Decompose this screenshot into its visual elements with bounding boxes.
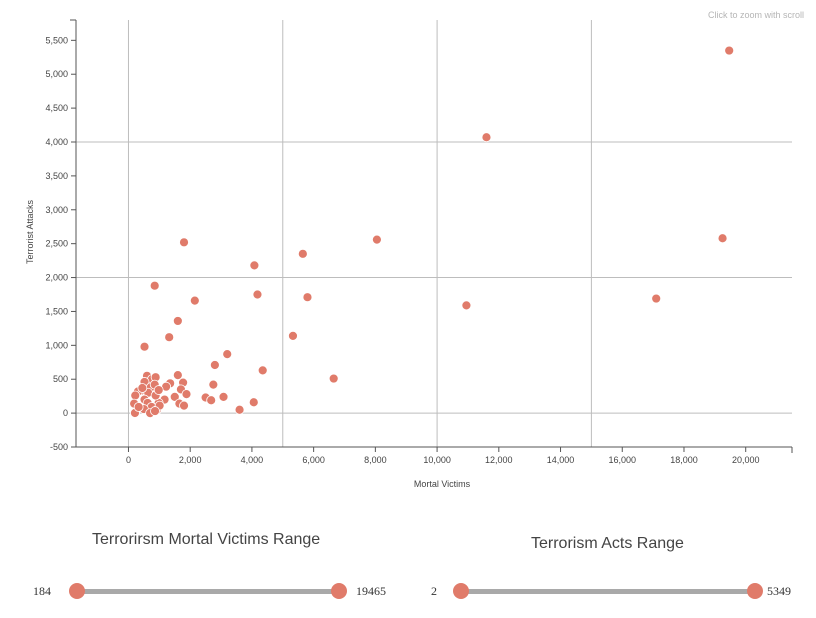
gridlines bbox=[76, 20, 792, 447]
x-axis-ticks: 0 2,000 4,000 6,000 8,000 10,000 12,000 14,000 1… bbox=[126, 447, 760, 465]
data-point[interactable] bbox=[717, 233, 728, 244]
data-points[interactable] bbox=[129, 45, 735, 419]
x-tick-label: 4,000 bbox=[241, 455, 264, 465]
x-tick-label: 16,000 bbox=[608, 455, 636, 465]
x-tick-label: 18,000 bbox=[670, 455, 698, 465]
data-point[interactable] bbox=[130, 390, 141, 401]
data-point[interactable] bbox=[181, 389, 192, 400]
y-tick-label: 4,500 bbox=[45, 103, 68, 113]
y-tick-label: 4,000 bbox=[45, 137, 68, 147]
data-point[interactable] bbox=[164, 332, 175, 343]
zoom-hint: Click to zoom with scroll bbox=[707, 10, 804, 20]
x-tick-label: 20,000 bbox=[732, 455, 760, 465]
data-point[interactable] bbox=[150, 406, 160, 416]
data-point[interactable] bbox=[172, 370, 183, 381]
victims-range-min-value: 184 bbox=[33, 584, 51, 598]
data-point[interactable] bbox=[234, 404, 245, 415]
y-tick-label: 2,000 bbox=[45, 273, 68, 283]
acts-range-title: Terrorism Acts Range bbox=[531, 535, 684, 552]
x-tick-label: 10,000 bbox=[423, 455, 451, 465]
data-point[interactable] bbox=[189, 295, 200, 306]
acts-range-track[interactable] bbox=[461, 589, 755, 594]
data-point[interactable] bbox=[302, 292, 313, 303]
x-tick-label: 6,000 bbox=[302, 455, 325, 465]
acts-range-max-handle[interactable] bbox=[747, 583, 763, 599]
data-point[interactable] bbox=[137, 383, 148, 393]
data-point[interactable] bbox=[372, 234, 382, 245]
victims-range-min-handle[interactable] bbox=[69, 583, 85, 599]
y-tick-label: 3,000 bbox=[45, 205, 68, 215]
data-point[interactable] bbox=[297, 248, 308, 259]
victims-range-max-value: 19465 bbox=[356, 584, 386, 598]
y-tick-label: 0 bbox=[63, 408, 68, 418]
data-point[interactable] bbox=[206, 395, 217, 406]
data-point[interactable] bbox=[651, 293, 662, 304]
y-tick-label: -500 bbox=[50, 442, 68, 452]
data-point[interactable] bbox=[179, 400, 189, 411]
axes bbox=[70, 19, 793, 453]
data-point[interactable] bbox=[149, 280, 160, 291]
data-point[interactable] bbox=[209, 360, 220, 370]
data-point[interactable] bbox=[461, 300, 472, 311]
x-tick-label: 12,000 bbox=[485, 455, 513, 465]
acts-range-min-handle[interactable] bbox=[453, 583, 469, 599]
data-point[interactable] bbox=[139, 341, 150, 352]
x-tick-label: 0 bbox=[126, 455, 131, 465]
victims-range-max-handle[interactable] bbox=[331, 583, 347, 599]
data-point[interactable] bbox=[133, 402, 144, 412]
y-axis-ticks: -500 0 500 1,000 1,500 2,000 2,500 3,000 3,500 4,… bbox=[45, 35, 76, 452]
data-point[interactable] bbox=[218, 391, 229, 402]
data-point[interactable] bbox=[328, 373, 339, 384]
scatter-chart[interactable]: 0 2,000 4,000 6,000 8,000 10,000 12,000 14,000 1… bbox=[0, 0, 816, 500]
acts-range-min-value: 2 bbox=[431, 584, 437, 598]
data-point[interactable] bbox=[257, 365, 268, 376]
x-tick-label: 8,000 bbox=[364, 455, 387, 465]
data-point[interactable] bbox=[481, 132, 492, 143]
y-tick-label: 1,000 bbox=[45, 340, 68, 350]
y-axis-label: Terrorist Attacks bbox=[25, 199, 35, 264]
data-point[interactable] bbox=[248, 397, 259, 408]
x-tick-label: 2,000 bbox=[179, 455, 202, 465]
victims-range-title: Terrorirsm Mortal Victims Range bbox=[92, 531, 321, 548]
data-point[interactable] bbox=[222, 349, 233, 360]
y-tick-label: 5,500 bbox=[45, 35, 68, 45]
y-tick-label: 5,000 bbox=[45, 69, 68, 79]
victims-range-track[interactable] bbox=[77, 589, 339, 594]
x-tick-label: 14,000 bbox=[547, 455, 575, 465]
data-point[interactable] bbox=[172, 316, 183, 326]
data-point[interactable] bbox=[153, 385, 164, 395]
data-point[interactable] bbox=[252, 289, 263, 300]
data-point[interactable] bbox=[169, 391, 180, 402]
y-tick-label: 2,500 bbox=[45, 239, 68, 249]
x-axis-label: Mortal Victims bbox=[414, 479, 471, 489]
acts-range-max-value: 5349 bbox=[767, 584, 791, 598]
data-point[interactable] bbox=[208, 379, 219, 390]
y-tick-label: 3,500 bbox=[45, 171, 68, 181]
y-tick-label: 1,500 bbox=[45, 306, 68, 316]
data-point[interactable] bbox=[179, 237, 189, 248]
data-point[interactable] bbox=[249, 260, 260, 271]
y-tick-label: 500 bbox=[53, 374, 68, 384]
data-point[interactable] bbox=[288, 330, 298, 341]
data-point[interactable] bbox=[724, 45, 735, 56]
